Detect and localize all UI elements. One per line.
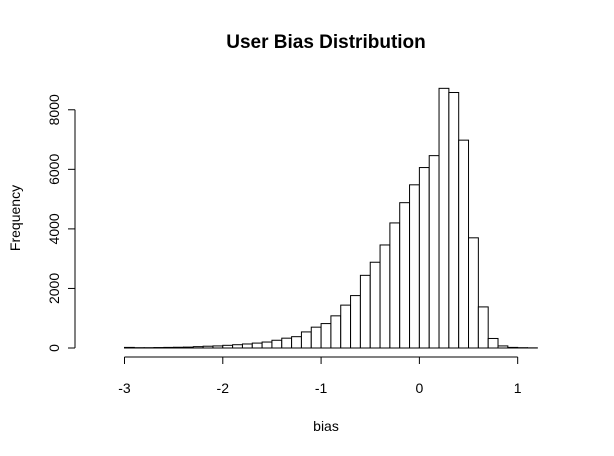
- y-tick-label: 0: [46, 344, 62, 352]
- histogram-bar: [300, 331, 312, 349]
- histogram-bar: [251, 342, 263, 349]
- y-tick-label: 8000: [46, 94, 62, 125]
- histogram-bar: [241, 343, 253, 349]
- histogram-bar: [192, 346, 204, 349]
- histogram-bar: [477, 306, 489, 349]
- y-tick-label: 6000: [46, 154, 62, 185]
- histogram-bar: [291, 336, 302, 349]
- histogram-bar: [320, 323, 332, 349]
- x-axis: -3 -2 -1 0 1: [118, 356, 522, 396]
- histogram-bar: [330, 315, 342, 349]
- x-axis-label: bias: [313, 418, 339, 434]
- y-axis-label: Frequency: [7, 185, 23, 251]
- x-tick-label: -1: [315, 380, 328, 396]
- histogram-bar: [163, 346, 175, 349]
- histogram-bar: [497, 345, 509, 349]
- histogram-bar: [399, 202, 411, 349]
- x-tick-label: 1: [514, 380, 522, 396]
- histogram-bar: [202, 345, 214, 349]
- y-axis: 0 2000 4000 6000 8000: [46, 94, 76, 352]
- histogram-bar: [468, 237, 479, 349]
- histogram-bar: [232, 344, 243, 349]
- histogram-bar: [379, 244, 391, 349]
- histogram-bar: [438, 87, 450, 349]
- histogram-bar: [487, 337, 499, 349]
- histogram-bar: [310, 326, 322, 349]
- histogram-bar: [123, 346, 135, 349]
- histogram-bar: [271, 339, 283, 349]
- histogram-bar: [418, 167, 430, 349]
- histogram-bar: [212, 345, 224, 349]
- histogram-bar: [507, 346, 519, 349]
- histogram-bar: [340, 304, 352, 349]
- histogram-bar: [448, 92, 460, 349]
- y-tick-label: 4000: [46, 213, 62, 244]
- histogram-bar: [389, 222, 401, 349]
- x-tick-label: -2: [217, 380, 230, 396]
- histogram-bar: [222, 344, 234, 349]
- x-tick-label: -3: [118, 380, 131, 396]
- y-tick-label: 2000: [46, 273, 62, 304]
- histogram-bar: [173, 346, 184, 349]
- histogram-bar: [458, 139, 470, 349]
- histogram-bar: [281, 337, 293, 349]
- histogram-bar: [428, 155, 440, 349]
- chart-title: User Bias Distribution: [226, 32, 426, 53]
- histogram-bar: [350, 295, 361, 349]
- histogram-bar: [369, 261, 381, 349]
- histogram-bar: [182, 346, 194, 349]
- histogram-bar: [261, 341, 273, 349]
- histogram-bar: [409, 184, 420, 349]
- histogram-bar: [359, 274, 371, 349]
- histogram-bars: [123, 87, 538, 349]
- x-tick-label: 0: [415, 380, 423, 396]
